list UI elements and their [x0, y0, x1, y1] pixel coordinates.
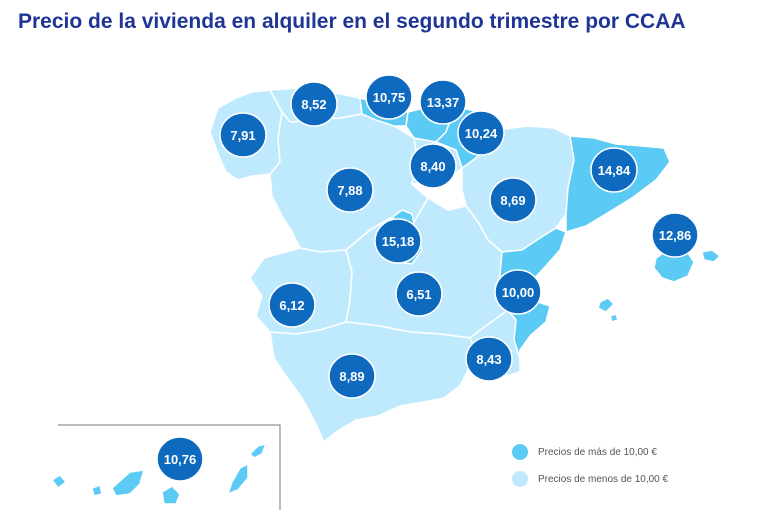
value-bubble-cataluna[interactable]: 14,84	[590, 147, 638, 193]
value-label-aragon: 8,69	[500, 193, 525, 208]
value-bubble-circle	[409, 143, 457, 189]
legend-label-high: Precios de más de 10,00 €	[538, 446, 657, 458]
region-canarias-fuerteventura[interactable]	[227, 463, 249, 495]
value-bubble-circle	[419, 79, 467, 125]
value-label-madrid: 15,18	[382, 234, 415, 249]
page-title: Precio de la vivienda en alquiler en el …	[18, 10, 686, 33]
legend-label-low: Precios de menos de 10,00 €	[538, 473, 669, 485]
value-bubble-circle	[374, 218, 422, 264]
value-label-cantabria: 10,75	[373, 90, 406, 105]
value-label-extremadura: 6,12	[279, 298, 304, 313]
region-canarias-tenerife[interactable]	[111, 469, 145, 497]
value-bubble-pais-vasco[interactable]: 13,37	[419, 79, 467, 125]
value-label-comunidad-valenciana: 10,00	[502, 285, 535, 300]
value-bubble-circle	[457, 110, 505, 156]
value-bubble-extremadura[interactable]: 6,12	[268, 282, 316, 328]
value-bubble-circle	[290, 81, 338, 127]
value-bubble-asturias[interactable]: 8,52	[290, 81, 338, 127]
region-comunidad-valenciana[interactable]	[497, 227, 567, 359]
value-bubble-castilla-y-leon[interactable]: 7,88	[326, 167, 374, 213]
value-bubble-murcia[interactable]: 8,43	[465, 336, 513, 382]
value-label-la-rioja: 8,40	[420, 159, 445, 174]
value-bubble-madrid[interactable]: 15,18	[374, 218, 422, 264]
value-label-canarias: 10,76	[164, 452, 197, 467]
legend: Precios de más de 10,00 € Precios de men…	[512, 444, 668, 498]
legend-swatch-high	[512, 444, 528, 460]
value-bubble-circle	[365, 74, 413, 120]
value-bubble-circle	[156, 436, 204, 482]
value-label-pais-vasco: 13,37	[427, 95, 460, 110]
value-bubble-cantabria[interactable]: 10,75	[365, 74, 413, 120]
value-bubble-circle	[268, 282, 316, 328]
value-label-andalucia: 8,89	[339, 369, 364, 384]
value-bubble-circle	[326, 167, 374, 213]
region-baleares-formentera[interactable]	[609, 313, 619, 323]
value-label-cataluna: 14,84	[598, 163, 631, 178]
value-bubble-circle	[395, 271, 443, 317]
value-bubble-canarias[interactable]: 10,76	[156, 436, 204, 482]
value-bubble-circle	[465, 336, 513, 382]
legend-swatch-low	[512, 471, 528, 487]
canarias-inset-frame	[58, 424, 281, 510]
region-canarias-lanzarote[interactable]	[249, 443, 267, 459]
value-bubble-circle	[651, 212, 699, 258]
value-bubble-castilla-la-mancha[interactable]: 6,51	[395, 271, 443, 317]
value-label-galicia: 7,91	[230, 128, 255, 143]
value-label-murcia: 8,43	[476, 352, 501, 367]
value-bubble-navarra[interactable]: 10,24	[457, 110, 505, 156]
value-bubble-circle	[489, 177, 537, 223]
value-label-asturias: 8,52	[301, 97, 326, 112]
region-baleares-menorca[interactable]	[701, 249, 721, 263]
value-label-castilla-la-mancha: 6,51	[406, 287, 431, 302]
value-bubble-comunidad-valenciana[interactable]: 10,00	[494, 269, 542, 315]
legend-item-low: Precios de menos de 10,00 €	[512, 471, 668, 487]
value-label-baleares: 12,86	[659, 228, 692, 243]
value-bubble-circle	[590, 147, 638, 193]
value-bubble-circle	[328, 353, 376, 399]
value-bubble-baleares[interactable]: 12,86	[651, 212, 699, 258]
value-label-castilla-y-leon: 7,88	[337, 183, 362, 198]
value-label-navarra: 10,24	[465, 126, 498, 141]
legend-item-high: Precios de más de 10,00 €	[512, 444, 668, 460]
value-bubble-la-rioja[interactable]: 8,40	[409, 143, 457, 189]
value-bubble-aragon[interactable]: 8,69	[489, 177, 537, 223]
value-bubble-galicia[interactable]: 7,91	[219, 112, 267, 158]
region-canarias-gran-canaria[interactable]	[161, 485, 181, 505]
value-bubble-circle	[494, 269, 542, 315]
value-bubble-andalucia[interactable]: 8,89	[328, 353, 376, 399]
value-bubble-circle	[219, 112, 267, 158]
region-canarias-west[interactable]	[51, 474, 103, 497]
region-baleares-ibiza[interactable]	[597, 297, 615, 313]
